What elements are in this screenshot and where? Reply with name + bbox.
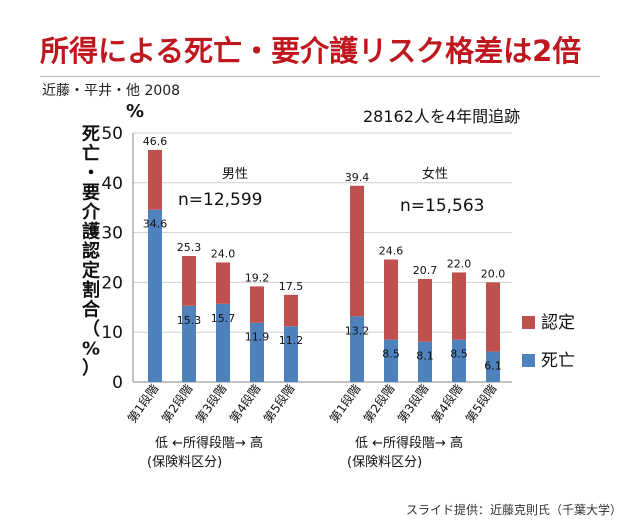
y-axis-title-char: 亡: [82, 143, 100, 165]
bar-certified: [182, 256, 196, 306]
bar-death-label: 13.2: [345, 324, 370, 337]
y-axis-title-char: 定: [82, 260, 100, 282]
y-tick-label: 20: [101, 273, 123, 293]
slide-title: 所得による死亡・要介護リスク格差は2倍: [40, 34, 582, 68]
group-label: 女性: [422, 166, 448, 182]
x-category-label: 第3段階: [394, 381, 431, 425]
bar-total-label: 25.3: [177, 241, 202, 254]
bar-total-label: 20.7: [413, 264, 438, 277]
bar-death: [250, 322, 264, 382]
y-axis-title-char: 認: [82, 240, 100, 262]
bar-death-label: 8.5: [382, 348, 400, 361]
chart-annotation: 28162人を4年間追跡: [363, 107, 520, 126]
bar-death-label: 15.7: [211, 312, 236, 325]
legend-swatch: [522, 354, 535, 367]
y-axis-title-char: 割: [82, 279, 100, 301]
x-category-label: 第4段階: [428, 381, 465, 425]
y-tick-label: 50: [101, 124, 123, 144]
y-tick-label: 40: [101, 174, 123, 194]
group-n-label: n=12,599: [178, 190, 263, 210]
x-axis-note-sub: (保険料区分): [347, 455, 422, 470]
bar-total-label: 22.0: [447, 257, 472, 270]
bar-total-label: 39.4: [345, 171, 370, 184]
x-category-label: 第5段階: [462, 381, 499, 425]
bar-death-label: 11.9: [245, 331, 270, 344]
bar-death: [182, 305, 196, 382]
bar-death: [350, 316, 364, 382]
bar-death: [284, 326, 298, 382]
y-axis-title-char: 要: [82, 183, 100, 204]
y-axis-title-char: （: [82, 319, 100, 340]
x-category-label: 第3段階: [192, 381, 229, 425]
y-axis-title-char: ）: [82, 358, 100, 379]
y-tick-label: 30: [101, 224, 123, 244]
bar-death: [452, 339, 466, 382]
bar-total-label: 46.6: [143, 135, 168, 148]
bar-certified: [284, 294, 298, 327]
source-citation: 近藤・平井・他 2008: [42, 83, 181, 99]
x-category-label: 第4段階: [226, 381, 263, 425]
slide-credit: スライド提供：近藤克則氏（千葉大学）: [405, 503, 622, 517]
x-axis-note: 低 ←所得段階→ 高: [355, 435, 463, 451]
bar-death: [216, 303, 230, 382]
bar-total-label: 24.6: [379, 244, 404, 257]
bar-death-label: 8.5: [450, 348, 468, 361]
legend-swatch: [522, 316, 535, 329]
x-category-label: 第2段階: [158, 381, 195, 425]
bar-death: [148, 209, 162, 382]
bar-certified: [148, 149, 162, 210]
bar-death: [384, 339, 398, 382]
bar-certified: [384, 259, 398, 340]
bar-certified: [486, 282, 500, 352]
bar-certified: [350, 185, 364, 317]
y-axis-title-char: 護: [82, 221, 101, 243]
title-divider: [40, 76, 600, 77]
bar-total-label: 20.0: [481, 267, 506, 280]
group-label: 男性: [222, 167, 248, 182]
bar-death-label: 6.1: [484, 360, 502, 373]
y-axis-title-char: 介: [81, 201, 101, 223]
bar-total-label: 19.2: [245, 271, 270, 284]
bar-certified: [452, 272, 466, 340]
y-axis-title-char: 死: [82, 124, 100, 145]
legend-label: 認定: [541, 313, 575, 333]
bar-certified: [216, 262, 230, 304]
x-axis-note: 低 ←所得段階→ 高: [155, 435, 263, 451]
bar-certified: [250, 286, 264, 323]
y-axis-title-char: ・: [82, 163, 100, 184]
bar-death-label: 34.6: [143, 218, 168, 231]
bar-death-label: 15.3: [177, 314, 202, 327]
x-axis-note-sub: (保険料区分): [147, 455, 222, 470]
y-axis-title-char: %: [82, 339, 100, 360]
bar-total-label: 17.5: [279, 280, 304, 293]
bar-death: [486, 351, 500, 382]
x-category-label: 第1段階: [326, 381, 363, 425]
y-tick-label: 0: [112, 373, 123, 393]
legend-label: 死亡: [541, 351, 575, 371]
bar-death-label: 8.1: [416, 350, 434, 363]
y-tick-label: 10: [101, 323, 123, 343]
bar-certified: [418, 278, 432, 342]
bar-total-label: 24.0: [211, 247, 236, 260]
y-axis-title-char: 合: [82, 299, 101, 321]
bar-death-label: 11.2: [279, 334, 304, 347]
y-unit-label: %: [126, 101, 144, 122]
group-n-label: n=15,563: [400, 196, 485, 216]
x-category-label: 第2段階: [360, 381, 397, 425]
bar-death: [418, 341, 432, 382]
x-category-label: 第5段階: [260, 381, 297, 425]
x-category-label: 第1段階: [124, 381, 161, 425]
